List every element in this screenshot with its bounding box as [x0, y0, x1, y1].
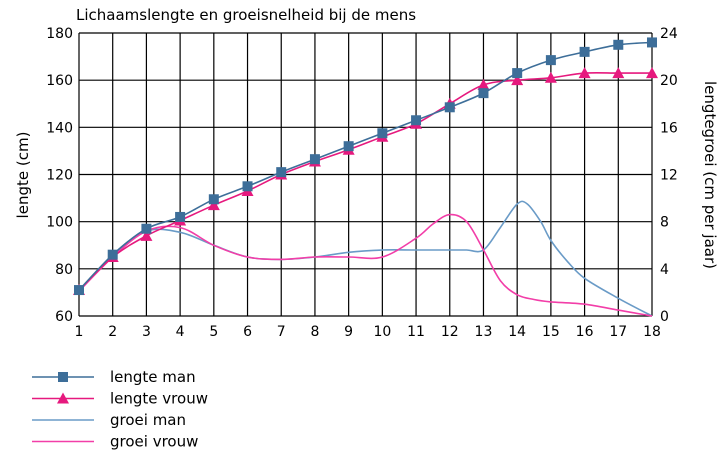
x-tick-label: 7	[277, 324, 286, 340]
y2-tick-label: 0	[660, 309, 669, 325]
y2-tick-label: 8	[660, 215, 669, 231]
data-point-lengte-man	[107, 249, 118, 260]
y-tick-label: 160	[46, 73, 73, 89]
y2-tick-label: 12	[660, 168, 678, 184]
y2-tick-label: 20	[660, 73, 678, 89]
data-point-lengte-vrouw	[544, 71, 557, 83]
y-tick-label: 180	[46, 26, 73, 42]
data-point-lengte-man	[647, 37, 657, 48]
x-tick-label: 12	[441, 324, 459, 340]
data-point-lengte-vrouw	[140, 229, 153, 241]
series-line-groei-man	[78, 200, 653, 317]
x-tick-label: 15	[542, 324, 560, 340]
x-tick-label: 14	[508, 324, 526, 340]
series-line-groei-vrouw	[78, 213, 653, 317]
y-tick-label: 80	[55, 262, 73, 278]
legend-label-groei-man: groei man	[110, 411, 186, 429]
y-tick-label: 140	[46, 120, 73, 136]
x-tick-label: 13	[475, 324, 493, 340]
data-point-lengte-man	[208, 194, 219, 205]
left-axis-label: lengte (cm)	[14, 132, 32, 219]
data-point-lengte-vrouw	[612, 67, 625, 79]
data-point-lengte-man	[74, 285, 84, 296]
series-line-lengte-man	[78, 41, 653, 291]
y2-tick-label: 24	[660, 26, 678, 42]
x-tick-label: 16	[576, 324, 594, 340]
y-tick-label: 60	[55, 309, 73, 325]
data-point-lengte-vrouw	[646, 67, 658, 79]
data-point-lengte-man	[141, 223, 152, 234]
data-point-lengte-man	[411, 115, 422, 126]
x-tick-label: 4	[176, 324, 185, 340]
data-point-lengte-man	[512, 68, 523, 79]
legend-label-lengte-vrouw: lengte vrouw	[110, 390, 208, 408]
legend-marker-lengte-man	[58, 372, 68, 382]
data-point-lengte-man	[545, 55, 556, 66]
tick-labels: 1 2 3 4 5 6 7 8 9 10 11 12 13 14 15 16 17 186080100120140…	[46, 26, 678, 340]
data-point-lengte-man	[242, 181, 253, 192]
series-layer	[73, 37, 658, 317]
y2-tick-label: 16	[660, 120, 678, 136]
data-point-lengte-vrouw	[511, 74, 524, 86]
data-point-lengte-man	[613, 39, 624, 50]
x-tick-label: 2	[108, 324, 117, 340]
legend: lengte man lengte vrouw groei man groei vro…	[32, 368, 208, 451]
data-point-lengte-vrouw	[207, 199, 220, 211]
y2-tick-label: 4	[660, 262, 669, 278]
data-point-lengte-man	[343, 141, 354, 152]
x-tick-label: 6	[243, 324, 252, 340]
data-point-lengte-man	[377, 128, 388, 139]
chart-title: Lichaamslengte en groeisnelheid bij de m…	[76, 6, 416, 24]
y-tick-label: 120	[46, 168, 73, 184]
legend-label-lengte-man: lengte man	[110, 368, 196, 386]
y-tick-label: 100	[46, 215, 73, 231]
right-axis-label: lengtegroei (cm per jaar)	[701, 81, 719, 269]
data-point-lengte-vrouw	[477, 78, 490, 90]
x-tick-label: 9	[344, 324, 353, 340]
data-point-lengte-man	[175, 211, 186, 222]
x-tick-label: 10	[373, 324, 391, 340]
data-point-lengte-man	[276, 167, 287, 178]
legend-marker-lengte-vrouw	[57, 392, 69, 404]
data-point-lengte-man	[579, 46, 590, 57]
data-point-lengte-vrouw	[578, 67, 591, 79]
x-tick-label: 18	[643, 324, 661, 340]
x-tick-label: 11	[407, 324, 425, 340]
x-tick-label: 1	[75, 324, 84, 340]
x-tick-label: 8	[310, 324, 319, 340]
x-tick-label: 5	[209, 324, 218, 340]
data-point-lengte-man	[478, 88, 489, 99]
legend-label-groei-vrouw: groei vrouw	[110, 433, 198, 451]
x-tick-label: 17	[609, 324, 627, 340]
grid	[78, 32, 653, 317]
data-point-lengte-man	[309, 154, 320, 165]
x-tick-label: 3	[142, 324, 151, 340]
data-point-lengte-man	[444, 102, 455, 113]
